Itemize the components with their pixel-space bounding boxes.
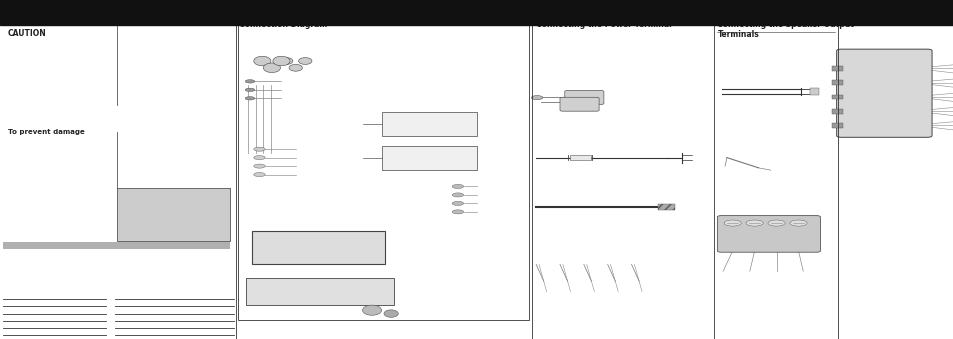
Ellipse shape <box>273 56 290 66</box>
Bar <box>252 231 385 264</box>
Text: Connecting the Speaker Output
Terminals: Connecting the Speaker Output Terminals <box>717 20 853 39</box>
Bar <box>831 95 842 99</box>
FancyBboxPatch shape <box>717 216 820 252</box>
FancyBboxPatch shape <box>564 91 603 104</box>
Circle shape <box>253 147 265 151</box>
Bar <box>831 66 842 71</box>
Circle shape <box>452 210 463 214</box>
Bar <box>831 109 842 114</box>
Circle shape <box>723 220 740 226</box>
Text: Connection Diagram: Connection Diagram <box>239 20 328 29</box>
Circle shape <box>245 80 254 83</box>
Ellipse shape <box>298 58 312 64</box>
Circle shape <box>245 88 254 92</box>
Bar <box>0 0 953 25</box>
Circle shape <box>745 220 762 226</box>
Circle shape <box>767 220 784 226</box>
Bar <box>246 278 394 305</box>
Bar <box>809 88 819 95</box>
Ellipse shape <box>362 305 381 315</box>
Bar <box>381 112 476 136</box>
Ellipse shape <box>289 64 302 71</box>
Circle shape <box>452 193 463 197</box>
Bar <box>3 242 230 249</box>
FancyBboxPatch shape <box>836 49 931 137</box>
Circle shape <box>531 96 542 100</box>
Ellipse shape <box>383 310 397 317</box>
Bar <box>831 80 842 85</box>
Bar <box>117 188 230 241</box>
Bar <box>381 146 476 170</box>
Circle shape <box>245 97 254 100</box>
Ellipse shape <box>253 56 271 66</box>
Ellipse shape <box>279 58 293 64</box>
FancyBboxPatch shape <box>559 97 598 111</box>
Circle shape <box>789 220 806 226</box>
Circle shape <box>452 201 463 205</box>
Circle shape <box>253 156 265 160</box>
Text: CAUTION: CAUTION <box>8 29 47 38</box>
Bar <box>569 155 590 160</box>
Ellipse shape <box>263 63 280 73</box>
Circle shape <box>253 173 265 177</box>
Text: Connecting the Power Terminal: Connecting the Power Terminal <box>536 20 671 29</box>
Bar <box>238 25 529 320</box>
Bar <box>658 204 675 210</box>
Text: To prevent damage: To prevent damage <box>8 129 84 135</box>
Bar <box>831 123 842 128</box>
Circle shape <box>253 164 265 168</box>
Circle shape <box>452 184 463 188</box>
